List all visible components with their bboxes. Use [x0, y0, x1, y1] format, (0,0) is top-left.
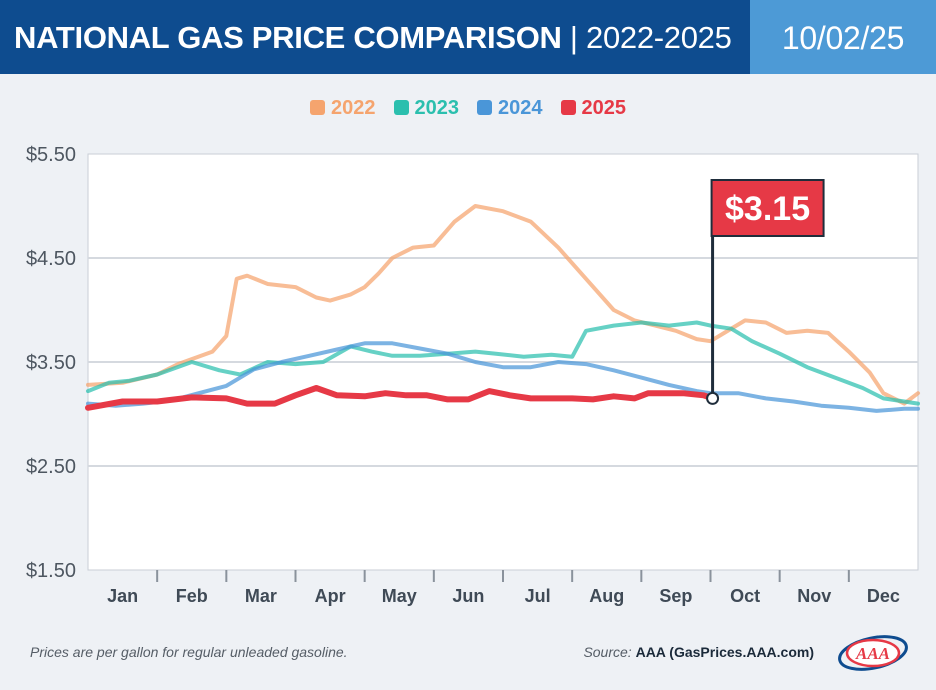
y-tick-label: $3.50: [26, 352, 76, 374]
legend-item-2025: 2025: [560, 97, 627, 120]
date-badge: 10/02/25: [750, 0, 936, 74]
x-tick-label: Sep: [659, 586, 692, 606]
legend-swatch: [393, 100, 409, 116]
legend-label: 2024: [498, 97, 543, 120]
y-tick-label: $2.50: [26, 456, 76, 478]
x-tick-label: May: [382, 586, 417, 606]
y-tick-label: $5.50: [26, 144, 76, 166]
legend-item-2022: 2022: [310, 97, 376, 120]
legend-label: 2025: [581, 97, 627, 120]
legend-item-2023: 2023: [393, 97, 460, 120]
source-credit: Source: AAA (GasPrices.AAA.com): [583, 644, 814, 660]
x-tick-label: Oct: [730, 586, 760, 606]
legend-label: 2023: [414, 97, 460, 120]
source-label: Source:: [583, 644, 632, 660]
legend-swatch: [477, 100, 492, 116]
chart-legend: 2022 2023 2024 2025: [0, 97, 936, 120]
x-tick-label: Jul: [525, 586, 551, 606]
legend-item-2024: 2024: [477, 97, 543, 120]
x-tick-label: Feb: [176, 586, 208, 606]
series-line-2023: [86, 320, 920, 406]
callout-flag: [710, 179, 825, 237]
line-chart: $1.50 $2.50 $3.50 $4.50 $5.50 Jan Feb Mar Apr May…: [26, 144, 920, 606]
header-bar: NATIONAL GAS PRICE COMPARISON | 2022-202…: [0, 0, 936, 74]
x-tick-label: Apr: [315, 586, 346, 606]
source-value: AAA (GasPrices.AAA.com): [635, 644, 814, 660]
x-tick-label: Nov: [797, 586, 831, 606]
x-tick-label: Jan: [107, 586, 138, 606]
page-title: NATIONAL GAS PRICE COMPARISON | 2022-202…: [14, 0, 732, 74]
legend-swatch: [560, 100, 576, 116]
chart-area: $1.50 $2.50 $3.50 $4.50 $5.50 Jan Feb Mar Apr May…: [0, 140, 936, 620]
callout-value: $3.15: [725, 190, 810, 228]
logo-text: AAA: [855, 644, 890, 663]
x-tick-label: Dec: [867, 586, 900, 606]
series-line-2024: [86, 341, 920, 413]
title-main: NATIONAL GAS PRICE COMPARISON: [14, 20, 562, 55]
series-line-2025: [85, 385, 716, 411]
title-separator: |: [561, 20, 586, 55]
y-tick-label: $1.50: [26, 560, 76, 582]
x-tick-label: Mar: [245, 586, 277, 606]
x-tick-label: Jun: [452, 586, 484, 606]
legend-swatch: [310, 100, 325, 116]
footnote: Prices are per gallon for regular unlead…: [30, 644, 348, 660]
x-tick-label: Aug: [589, 586, 624, 606]
aaa-logo: AAA: [838, 635, 908, 671]
callout-marker: [706, 391, 720, 405]
legend-label: 2022: [331, 97, 376, 120]
title-years: 2022-2025: [586, 20, 732, 55]
y-tick-label: $4.50: [26, 248, 76, 270]
series-line-2022: [86, 204, 920, 406]
